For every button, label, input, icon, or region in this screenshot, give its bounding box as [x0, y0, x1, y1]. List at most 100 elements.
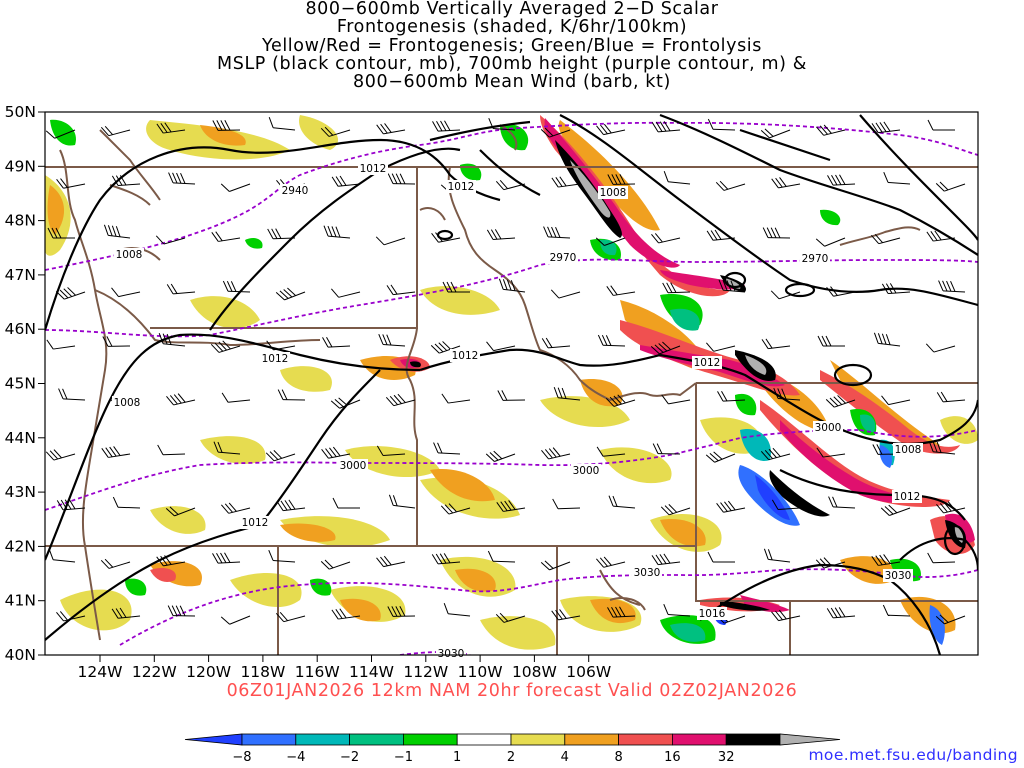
lat-label: 49N	[5, 157, 36, 175]
wind-barb	[826, 286, 856, 297]
wind-barb	[935, 181, 966, 192]
svg-text:1012: 1012	[694, 357, 721, 369]
wind-barb	[771, 177, 801, 189]
colorbar-tick-label: −2	[340, 750, 359, 765]
wind-barb	[495, 612, 526, 623]
wind-barb	[928, 441, 956, 455]
lat-label: 41N	[5, 592, 36, 610]
mslp-label: 1008	[114, 248, 144, 261]
wind-barb	[662, 282, 691, 294]
lon-label: 120W	[186, 663, 231, 681]
credit-link[interactable]: moe.met.fsu.edu/banding	[808, 746, 1018, 764]
title-line: 800−600mb Mean Wind (barb, kt)	[353, 72, 671, 93]
wind-barb	[771, 609, 801, 622]
wind-barb	[541, 447, 571, 460]
wind-barb	[265, 450, 296, 462]
wind-barb	[880, 504, 911, 516]
lon-label: 108W	[512, 663, 557, 681]
wind-barb	[46, 339, 76, 350]
wind-barb	[706, 342, 736, 352]
wind-barb	[487, 550, 516, 563]
height-label: 2970	[800, 252, 830, 265]
mslp-label: 1012	[450, 349, 480, 362]
wind-barb	[883, 171, 911, 185]
wind-barb	[870, 233, 901, 245]
lon-label: 116W	[295, 663, 340, 681]
lat-label: 50N	[5, 103, 36, 121]
wind-barb	[331, 175, 361, 187]
lat-label: 47N	[5, 266, 36, 284]
height-label: 3030	[632, 566, 662, 579]
lon-label: 110W	[458, 663, 503, 681]
wind-barb	[387, 173, 416, 185]
colorbar-tick-label: 32	[718, 750, 735, 765]
svg-text:1012: 1012	[360, 163, 387, 175]
lon-label: 124W	[78, 663, 123, 681]
wind-barb	[760, 128, 791, 139]
wind-barb	[826, 607, 856, 619]
wind-barb	[608, 495, 636, 509]
mslp-label: 1012	[260, 352, 290, 365]
lat-label: 48N	[5, 212, 36, 230]
colorbar-left-arrow	[184, 733, 243, 746]
wind-barb	[497, 390, 526, 401]
wind-barb	[716, 500, 746, 513]
wind-barb	[596, 556, 626, 568]
height-label: 3000	[813, 421, 843, 434]
lon-label: 112W	[403, 663, 448, 681]
svg-text:1008: 1008	[114, 397, 141, 409]
colorbar-tick-label: 1	[453, 750, 461, 765]
svg-text:1008: 1008	[116, 249, 143, 261]
svg-text:3030: 3030	[885, 570, 912, 582]
colorbar-tick-label: −8	[232, 750, 251, 765]
wind-barb	[761, 338, 791, 350]
colorbar-swatch	[510, 733, 566, 746]
wind-barb	[156, 555, 186, 567]
svg-text:1008: 1008	[895, 444, 922, 456]
wind-barb	[762, 227, 791, 239]
svg-text:1012: 1012	[452, 350, 479, 362]
wind-barb	[760, 447, 791, 461]
colorbar-tick-label: −1	[394, 750, 413, 765]
wind-barb	[927, 119, 955, 131]
wind-barb	[387, 606, 416, 617]
wind-barb	[652, 443, 681, 455]
wind-barb	[663, 603, 691, 617]
colorbar-swatch	[295, 733, 350, 746]
height-label: 3030	[436, 648, 466, 660]
wind-barb	[927, 552, 956, 564]
wind-barb	[663, 171, 691, 185]
wind-barb	[277, 389, 306, 401]
wind-barb	[212, 552, 241, 564]
wind-barb	[540, 127, 571, 138]
wind-barb	[441, 393, 471, 404]
height-contours	[45, 121, 978, 655]
wind-barb	[773, 387, 801, 401]
wind-barb	[378, 333, 406, 347]
wind-barb	[606, 285, 636, 296]
wind-barb	[376, 555, 406, 568]
wind-barb	[385, 393, 416, 407]
wind-barb	[553, 387, 581, 401]
wind-barb	[111, 287, 141, 298]
lat-label: 42N	[5, 537, 36, 555]
wind-barb	[935, 614, 966, 625]
colorbar-right-arrow	[779, 733, 841, 746]
wind-barb	[168, 172, 196, 185]
mslp-contours	[45, 113, 978, 655]
wind-barb	[925, 343, 956, 353]
mslp-label: 1008	[893, 443, 923, 456]
svg-text:3000: 3000	[573, 465, 600, 477]
wind-barb	[651, 121, 681, 133]
wind-barb	[165, 506, 196, 517]
height-label: 3000	[338, 459, 368, 472]
wind-barb	[432, 120, 461, 132]
wind-barb	[100, 125, 131, 137]
colorbar: −8 −4 −2 −1 1 2 4 8 16 32	[184, 733, 841, 765]
wind-barb	[266, 340, 296, 351]
wind-barb	[221, 502, 251, 514]
wind-barb	[433, 442, 461, 455]
wind-barb	[268, 117, 296, 131]
wind-barb	[816, 447, 846, 458]
wind-barb	[58, 388, 86, 401]
